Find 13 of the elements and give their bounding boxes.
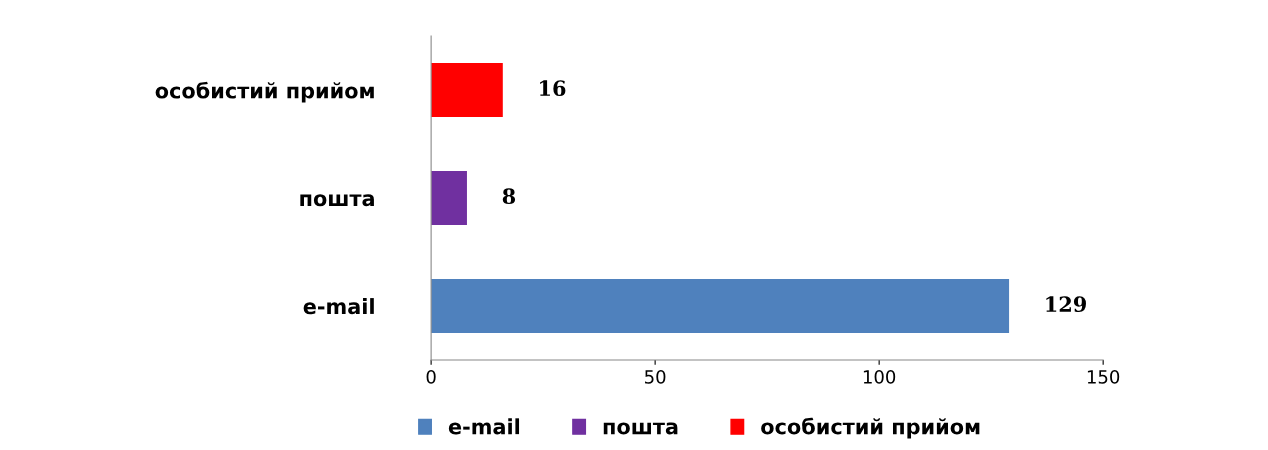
- x-tick-label: 150: [1087, 370, 1120, 384]
- legend-label: e-mail: [448, 418, 520, 435]
- y-tick-label: e-mail: [303, 298, 374, 315]
- data-label: 129: [1046, 296, 1086, 313]
- legend-label: пошта: [603, 422, 678, 435]
- data-label: 8: [502, 188, 516, 205]
- data-label: 16: [540, 80, 566, 97]
- x-tick-label: 50: [645, 370, 666, 384]
- x-tick-label: 100: [863, 370, 896, 384]
- y-tick-label: пошта: [300, 194, 374, 207]
- y-tick-label: особистий прийом: [155, 81, 374, 103]
- x-tick-label: 0: [426, 370, 436, 384]
- legend-label: особистий прийом: [761, 417, 980, 439]
